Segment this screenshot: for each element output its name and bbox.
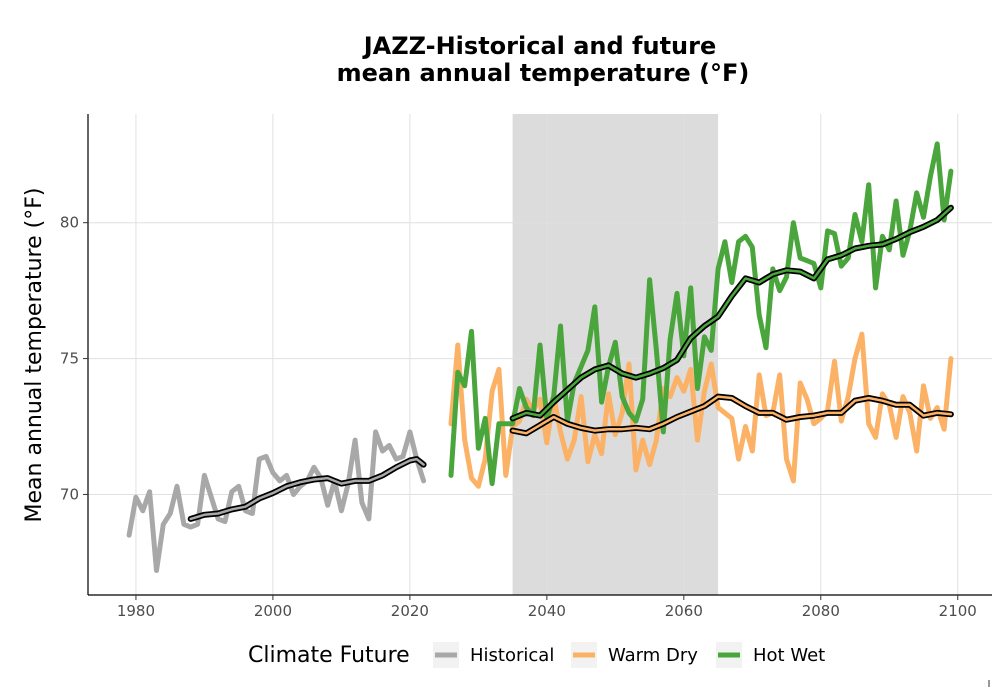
series-warm-dry-mean-line [511, 395, 953, 435]
chart-title-line-2: mean annual temperature (°F) [337, 59, 750, 87]
series-hot-wet-line [448, 141, 954, 487]
legend-title: Climate Future [248, 643, 410, 668]
x-tick-label: 2000 [254, 602, 292, 620]
legend: Climate Future Historical Warm Dry Hot Wet [248, 642, 825, 668]
series-historical-mean-line [189, 457, 425, 521]
x-tick-label: 2100 [939, 602, 977, 620]
x-tick-label: 2020 [391, 602, 429, 620]
series-historical-line [126, 429, 427, 573]
y-tick-label: 75 [60, 350, 79, 368]
y-tick-label: 80 [60, 214, 79, 232]
x-tick-label: 2060 [665, 602, 703, 620]
series-hot-wet-mean-line [511, 206, 953, 420]
axes [83, 114, 992, 600]
legend-label: Historical [470, 645, 554, 666]
x-tick-label: 1980 [117, 602, 155, 620]
y-axis-title: Mean annual temperature (°F) [22, 188, 47, 523]
x-tick-label: 2080 [802, 602, 840, 620]
legend-label: Warm Dry [608, 645, 698, 666]
tick-labels: 1980 2000 2020 2040 2060 2080 2100 70 75 80 [60, 214, 977, 620]
x-tick-label: 2040 [528, 602, 566, 620]
legend-label: Hot Wet [753, 645, 825, 666]
series-layer [126, 141, 954, 573]
chart-title-line-1: JAZZ-Historical and future [362, 32, 717, 60]
series-historical-mean-outline [187, 456, 427, 522]
y-tick-label: 70 [60, 485, 79, 503]
